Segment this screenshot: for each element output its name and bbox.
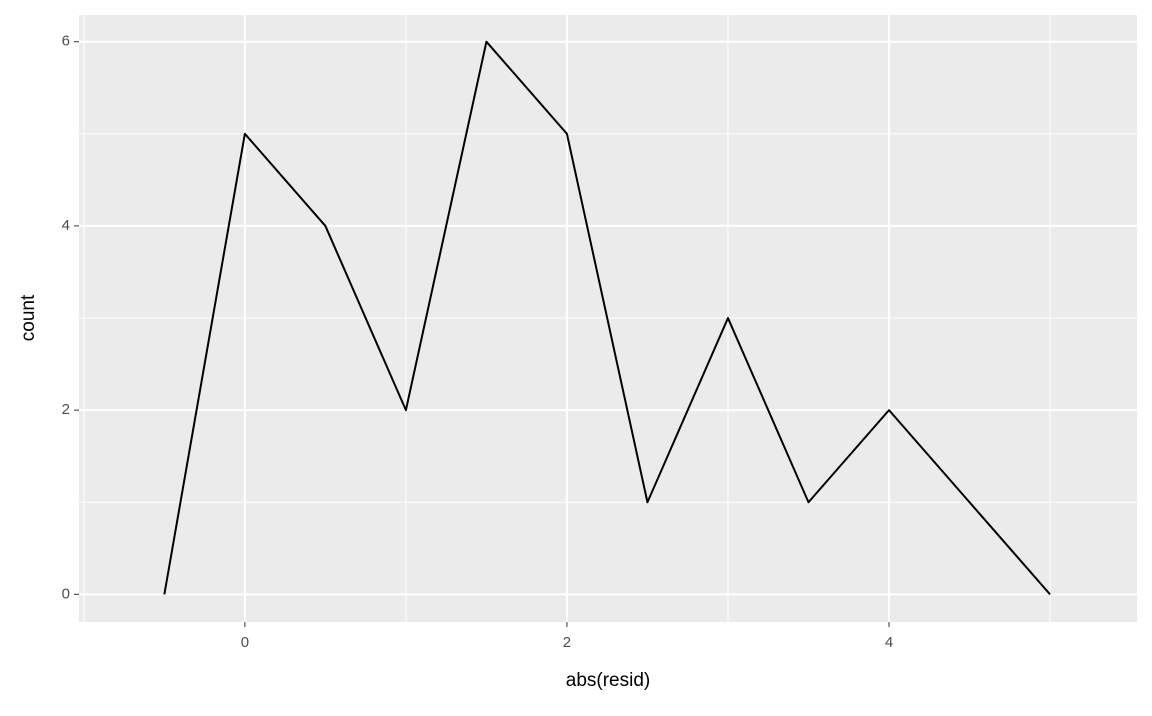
x-axis-title: abs(resid) bbox=[566, 670, 650, 691]
data-line bbox=[163, 40, 1051, 596]
y-tick-label: 6 bbox=[62, 33, 70, 50]
x-tick-label: 2 bbox=[563, 634, 571, 651]
x-tick-label: 0 bbox=[241, 634, 249, 651]
y-tick-label: 2 bbox=[62, 401, 70, 418]
y-axis-title: count bbox=[18, 294, 39, 341]
y-tick-label: 0 bbox=[62, 585, 70, 602]
y-tick-label: 4 bbox=[62, 217, 70, 234]
x-tick-label: 4 bbox=[885, 634, 893, 651]
